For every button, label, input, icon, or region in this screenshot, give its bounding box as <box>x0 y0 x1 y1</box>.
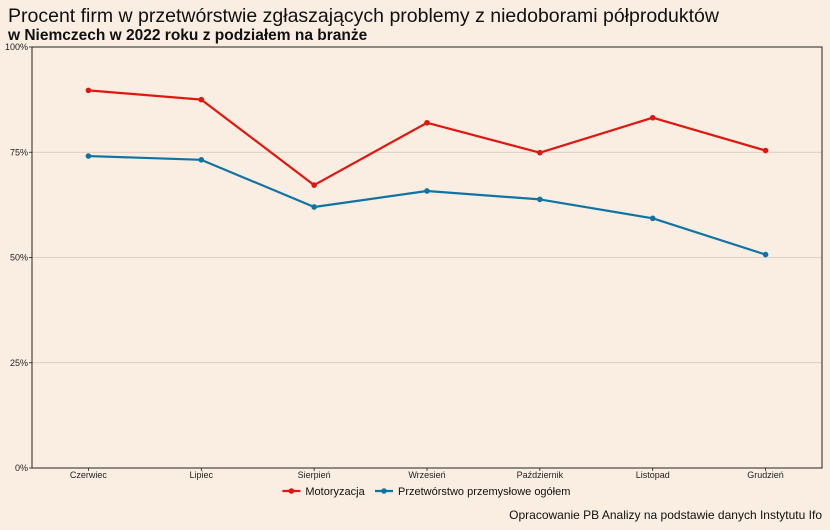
x-tick-label-1: Lipiec <box>190 470 214 480</box>
data-point-1-1 <box>198 157 205 163</box>
data-point-0-2 <box>311 182 317 188</box>
series-line-1 <box>88 154 766 256</box>
data-point-0-5 <box>649 114 656 121</box>
legend-label-1: Przetwórstwo przemysłowe ogółem <box>398 486 570 498</box>
data-point-1-2 <box>311 204 317 210</box>
x-tick-label-0: Czerwiec <box>70 470 108 480</box>
y-tick-label-4: 100% <box>5 42 28 52</box>
series-line-0 <box>88 89 766 187</box>
legend-key-point-0 <box>288 488 295 494</box>
data-point-0-4 <box>537 149 543 156</box>
x-tick-label-6: Grudzień <box>747 470 784 480</box>
source-note: Opracowanie PB Analizy na podstawie dany… <box>509 508 822 522</box>
data-point-0-0 <box>85 87 92 94</box>
chart-title: Procent firm w przetwórstwie zgłaszający… <box>8 5 719 27</box>
data-point-1-6 <box>762 251 769 258</box>
x-tick-label-3: Wrzesień <box>408 470 445 480</box>
data-point-0-6 <box>762 147 769 154</box>
y-tick-label-1: 25% <box>10 358 28 368</box>
y-tick-label-2: 50% <box>10 253 28 263</box>
x-tick-label-2: Sierpień <box>298 470 331 480</box>
x-tick-label-4: Październik <box>517 470 564 480</box>
data-point-1-0 <box>85 153 92 159</box>
data-point-1-3 <box>424 188 430 194</box>
data-point-1-5 <box>649 215 656 222</box>
legend-label-0: Motoryzacja <box>305 486 365 498</box>
y-tick-label-3: 75% <box>10 147 28 157</box>
legend-key-point-1 <box>381 488 387 494</box>
data-point-0-3 <box>424 119 430 126</box>
y-tick-label-0: 0% <box>15 463 28 473</box>
x-tick-label-5: Listopad <box>636 470 670 480</box>
chart-subtitle: w Niemczech w 2022 roku z podziałem na b… <box>8 27 368 44</box>
data-point-0-1 <box>198 96 205 103</box>
data-point-1-4 <box>537 196 543 203</box>
